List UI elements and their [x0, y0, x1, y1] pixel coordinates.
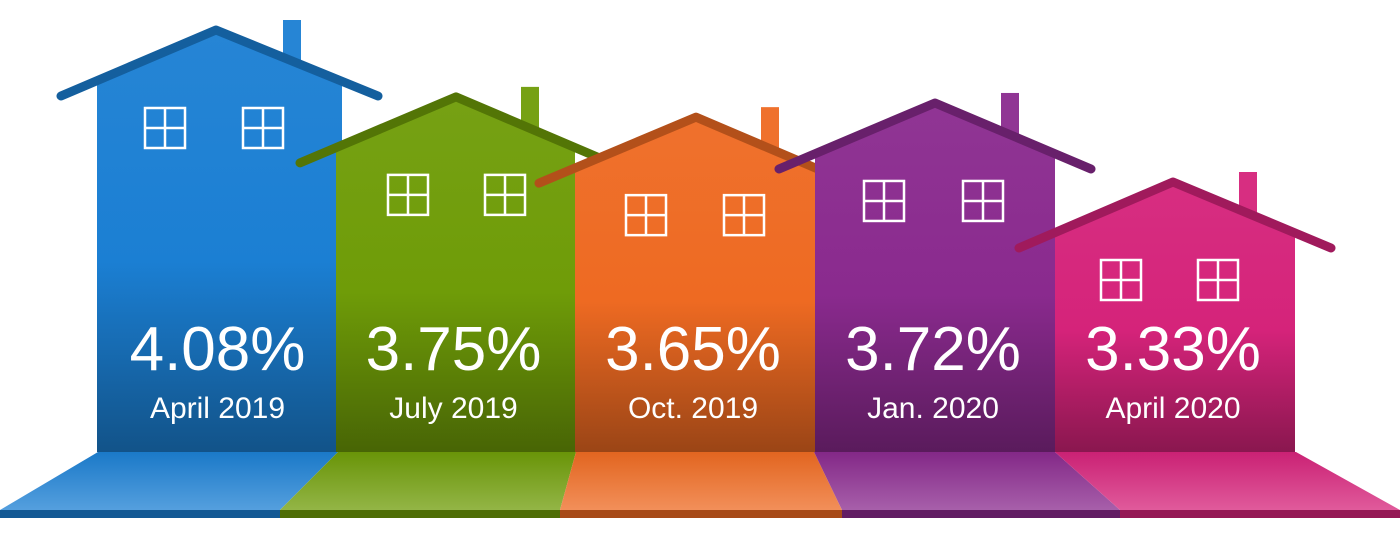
houses-group: 4.08% April 2019 3.75% July 2019 3.65% Oct. 2… [56, 20, 1336, 453]
value-label: 3.33% [1085, 315, 1261, 384]
floor-segment [814, 452, 1120, 510]
house-bar-mark [575, 117, 815, 452]
window-icon [386, 173, 430, 217]
house-bar-mark [97, 30, 342, 452]
house-bar: 3.33% April 2020 [1014, 172, 1336, 452]
category-label: Jan. 2020 [867, 392, 999, 425]
value-label: 3.72% [845, 315, 1021, 384]
house-bar: 3.75% July 2019 [295, 86, 616, 452]
house-bar-mark [1055, 182, 1295, 452]
window-icon [1099, 258, 1143, 302]
floor-segment [0, 452, 338, 510]
roof-line [295, 92, 616, 168]
value-label: 4.08% [130, 315, 306, 384]
floor-segment [560, 452, 842, 510]
window-icon [1196, 258, 1240, 302]
floor-edge [280, 510, 560, 518]
window-icon [862, 179, 906, 223]
roof-line [774, 98, 1096, 174]
floor-edge [1120, 510, 1400, 518]
window-icon [722, 193, 766, 237]
house-bar: 3.65% Oct. 2019 [534, 107, 856, 452]
house-bar: 4.08% April 2019 [56, 20, 383, 452]
house-bar-mark [815, 102, 1055, 453]
floor-edge [0, 510, 280, 518]
category-label: April 2019 [150, 392, 285, 425]
window-icon [961, 179, 1005, 223]
value-label: 3.65% [605, 315, 781, 384]
window-icon [241, 106, 285, 150]
floor-edge [560, 510, 842, 518]
category-label: July 2019 [389, 392, 517, 425]
window-icon [143, 106, 187, 150]
house-bar-mark [336, 96, 575, 452]
floor-segment [280, 452, 576, 510]
house-bar: 3.72% Jan. 2020 [774, 92, 1096, 453]
floor-segment [1055, 452, 1400, 510]
window-icon [624, 193, 668, 237]
roof-line [1014, 177, 1336, 253]
roof-line [56, 25, 383, 101]
category-label: Oct. 2019 [628, 392, 758, 425]
window-icon [483, 173, 527, 217]
floor-edge [842, 510, 1120, 518]
value-label: 3.75% [366, 315, 542, 384]
category-label: April 2020 [1105, 392, 1240, 425]
floor-strip [0, 452, 1400, 518]
